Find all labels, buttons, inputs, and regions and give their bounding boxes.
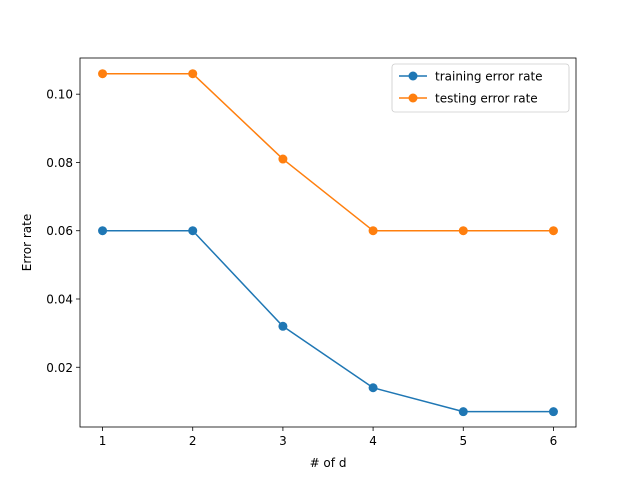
data-point — [368, 226, 378, 236]
legend: training error rate testing error rate — [391, 63, 570, 113]
y-tick-label: 0.06 — [46, 224, 73, 238]
legend-swatch-marker — [408, 71, 418, 81]
data-point — [188, 226, 198, 236]
data-point — [278, 154, 288, 164]
y-tick-label: 0.10 — [46, 88, 73, 102]
data-point — [98, 69, 108, 79]
data-point — [548, 226, 558, 236]
data-point — [548, 407, 558, 417]
x-tick-label: 5 — [459, 434, 467, 448]
series-line — [101, 229, 555, 413]
data-point — [188, 69, 198, 79]
plot-frame — [79, 57, 577, 428]
series-layer — [98, 69, 558, 417]
x-axis-label: # of d — [310, 456, 347, 470]
y-axis-label: Error rate — [20, 214, 34, 271]
data-point — [458, 407, 468, 417]
series-2 — [98, 69, 558, 236]
x-axis-ticks: 1 2 3 4 5 6 — [99, 427, 558, 448]
x-tick-label: 3 — [279, 434, 287, 448]
legend-item: testing error rate — [399, 92, 538, 106]
legend-label: testing error rate — [435, 92, 538, 106]
y-axis-ticks: 0.02 0.04 0.06 0.08 0.10 — [46, 88, 80, 375]
series-line — [101, 72, 555, 232]
legend-label: training error rate — [435, 70, 543, 84]
axes-layer: 1 2 3 4 5 6 0.02 0.04 0.06 0.08 0.10 # of d Error… — [20, 57, 577, 470]
y-tick-label: 0.04 — [46, 292, 73, 306]
series-1 — [98, 226, 558, 417]
x-tick-label: 1 — [99, 434, 107, 448]
data-point — [458, 226, 468, 236]
legend-item: training error rate — [399, 70, 543, 84]
x-tick-label: 6 — [550, 434, 558, 448]
legend-swatch-marker — [408, 93, 418, 103]
legend-box — [391, 63, 570, 113]
data-point — [368, 383, 378, 393]
x-tick-label: 2 — [189, 434, 197, 448]
data-point — [98, 226, 108, 236]
y-tick-label: 0.08 — [46, 156, 73, 170]
data-point — [278, 321, 288, 331]
x-tick-label: 4 — [369, 434, 377, 448]
y-tick-label: 0.02 — [46, 361, 73, 375]
